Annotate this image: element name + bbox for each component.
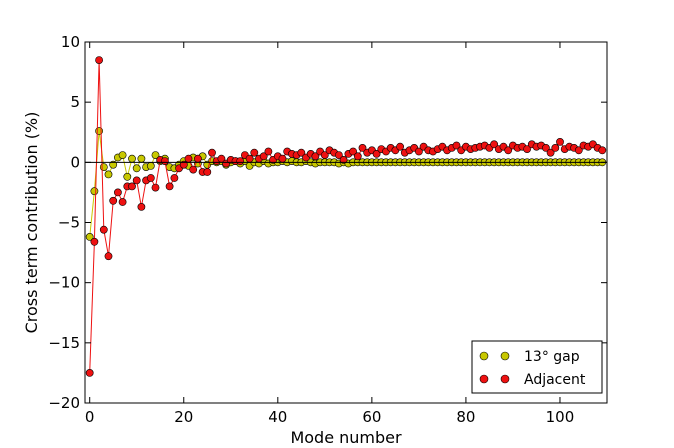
y-tick-label: 5: [70, 93, 80, 111]
data-point-adjacent: [297, 148, 306, 157]
data-point-gap: [109, 160, 118, 169]
data-point-adjacent: [574, 146, 583, 155]
data-point-adjacent: [160, 157, 169, 165]
y-tick-label: −5: [58, 214, 80, 232]
legend-entry-gap: 13° gap: [479, 349, 580, 365]
x-tick-label: 100: [546, 408, 575, 426]
data-point-adjacent: [193, 154, 202, 163]
x-tick-label: 20: [174, 408, 193, 426]
data-point-gap: [90, 187, 99, 196]
data-point-adjacent: [311, 152, 320, 161]
data-point-adjacent: [165, 182, 174, 191]
data-point-adjacent: [104, 252, 113, 261]
y-axis-label: Cross term contribution (%): [22, 112, 41, 334]
data-point-gap: [146, 161, 155, 170]
y-tick-label: −20: [48, 394, 80, 412]
data-point-adjacent: [118, 198, 127, 206]
data-point-adjacent: [490, 140, 498, 149]
data-point-adjacent: [184, 154, 193, 163]
data-point-adjacent: [90, 237, 99, 246]
data-point-adjacent: [208, 148, 216, 157]
data-point-adjacent: [114, 188, 122, 197]
data-point-adjacent: [551, 143, 560, 152]
data-point-gap: [137, 154, 146, 163]
data-point-adjacent: [320, 151, 329, 159]
data-point-adjacent: [523, 145, 531, 153]
legend-label-adjacent: Adjacent: [524, 372, 586, 388]
data-point-adjacent: [170, 174, 179, 182]
legend-label-gap: 13° gap: [524, 349, 580, 365]
x-tick-label: 0: [85, 408, 95, 426]
data-point-adjacent: [504, 146, 513, 155]
legend-marker-gap: [479, 351, 489, 361]
y-tick-label: −10: [48, 274, 80, 292]
y-tick-label: −15: [48, 334, 80, 352]
data-point-adjacent: [245, 154, 254, 163]
data-point-gap: [123, 172, 132, 181]
legend-marker-adjacent: [500, 374, 510, 384]
data-point-adjacent: [179, 160, 188, 169]
data-point-adjacent: [85, 368, 94, 377]
legend-entry-adjacent: Adjacent: [479, 372, 586, 388]
y-tick-label: 10: [61, 33, 80, 51]
data-point-adjacent: [334, 151, 343, 159]
data-point-adjacent: [137, 202, 146, 211]
data-point-gap: [118, 151, 127, 159]
data-point-gap: [132, 164, 141, 173]
data-point-adjacent: [151, 183, 160, 192]
data-point-adjacent: [264, 147, 273, 156]
data-point-adjacent: [414, 147, 423, 156]
data-point-adjacent: [203, 168, 212, 176]
legend-box: [471, 340, 603, 394]
legend: 13° gap Adjacent: [471, 340, 603, 394]
x-tick-label: 80: [456, 408, 475, 426]
data-point-adjacent: [556, 137, 564, 146]
data-point-adjacent: [259, 152, 268, 161]
data-point-adjacent: [95, 56, 103, 64]
data-point-adjacent: [452, 141, 461, 150]
data-point-gap: [151, 151, 160, 159]
data-point-adjacent: [109, 196, 118, 205]
legend-marker-gap: [500, 351, 510, 361]
data-point-adjacent: [189, 165, 198, 174]
data-point-adjacent: [146, 174, 155, 182]
data-point-gap: [128, 154, 136, 163]
data-point-adjacent: [339, 155, 348, 164]
data-point-adjacent: [349, 147, 357, 156]
series-line-adjacent: [89, 60, 603, 373]
data-point-gap: [99, 163, 108, 171]
data-point-adjacent: [396, 142, 404, 151]
data-point-adjacent: [278, 154, 287, 163]
data-point-adjacent: [250, 148, 259, 157]
y-tick-label: 0: [70, 153, 80, 171]
legend-marker-adjacent: [479, 374, 489, 384]
data-point-adjacent: [598, 146, 607, 155]
x-axis-label: Mode number: [290, 428, 402, 447]
data-point-gap: [85, 232, 94, 241]
data-point-adjacent: [542, 143, 550, 152]
data-point-adjacent: [99, 225, 108, 234]
x-tick-label: 60: [362, 408, 381, 426]
x-tick-label: 40: [268, 408, 287, 426]
data-point-adjacent: [372, 149, 381, 158]
data-point-adjacent: [358, 143, 367, 152]
data-point-adjacent: [353, 152, 362, 161]
data-point-gap: [104, 170, 113, 179]
data-point-adjacent: [132, 176, 141, 185]
data-point-adjacent: [236, 157, 245, 165]
data-point-adjacent: [546, 148, 555, 157]
data-point-adjacent: [128, 182, 136, 191]
